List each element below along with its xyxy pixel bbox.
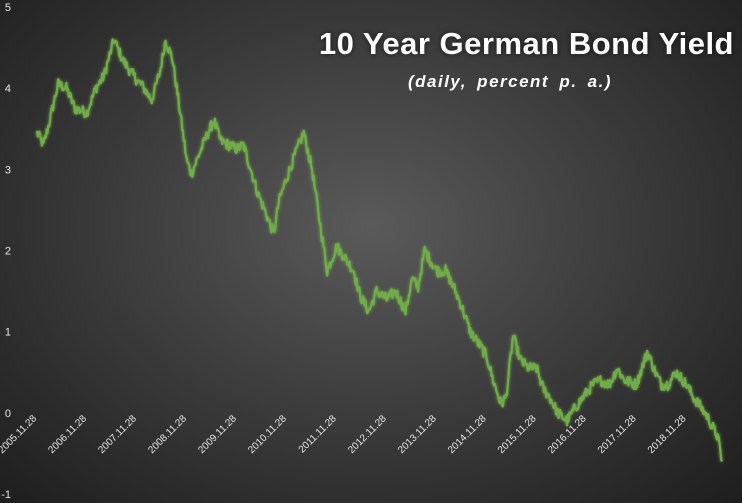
x-tick-label: 2017.11.28 bbox=[596, 413, 639, 456]
x-tick-label: 2018.11.28 bbox=[646, 413, 689, 456]
x-tick-label: 2015.11.28 bbox=[496, 413, 539, 456]
chart-subtitle: (daily, percent p. a.) bbox=[407, 72, 612, 91]
x-tick-label: 2006.11.28 bbox=[46, 413, 89, 456]
y-axis: 5 4 3 2 1 0 -1 bbox=[1, 2, 11, 501]
x-tick-label: 2007.11.28 bbox=[96, 413, 139, 456]
y-tick-label: 4 bbox=[5, 83, 11, 95]
y-tick-label: 0 bbox=[5, 408, 11, 420]
y-tick-label: 5 bbox=[5, 2, 11, 14]
x-tick-label: 2012.11.28 bbox=[346, 413, 389, 456]
y-tick-label: 2 bbox=[5, 246, 11, 258]
series-layer bbox=[35, 38, 724, 462]
x-tick-label: 2011.11.28 bbox=[297, 413, 339, 455]
y-tick-label: 1 bbox=[5, 327, 11, 339]
y-tick-label: -1 bbox=[1, 489, 11, 501]
x-tick-label: 2014.11.28 bbox=[446, 413, 489, 456]
x-tick-label: 2009.11.28 bbox=[196, 413, 239, 456]
x-tick-label: 2013.11.28 bbox=[396, 413, 439, 456]
chart-title: 10 Year German Bond Yield bbox=[318, 26, 734, 61]
x-tick-label: 2008.11.28 bbox=[146, 413, 189, 456]
x-tick-label: 2010.11.28 bbox=[246, 413, 289, 456]
x-axis: 2005.11.28 2006.11.28 2007.11.28 2008.11.28… bbox=[0, 413, 689, 456]
series-line bbox=[35, 38, 724, 462]
y-tick-label: 3 bbox=[5, 164, 11, 176]
